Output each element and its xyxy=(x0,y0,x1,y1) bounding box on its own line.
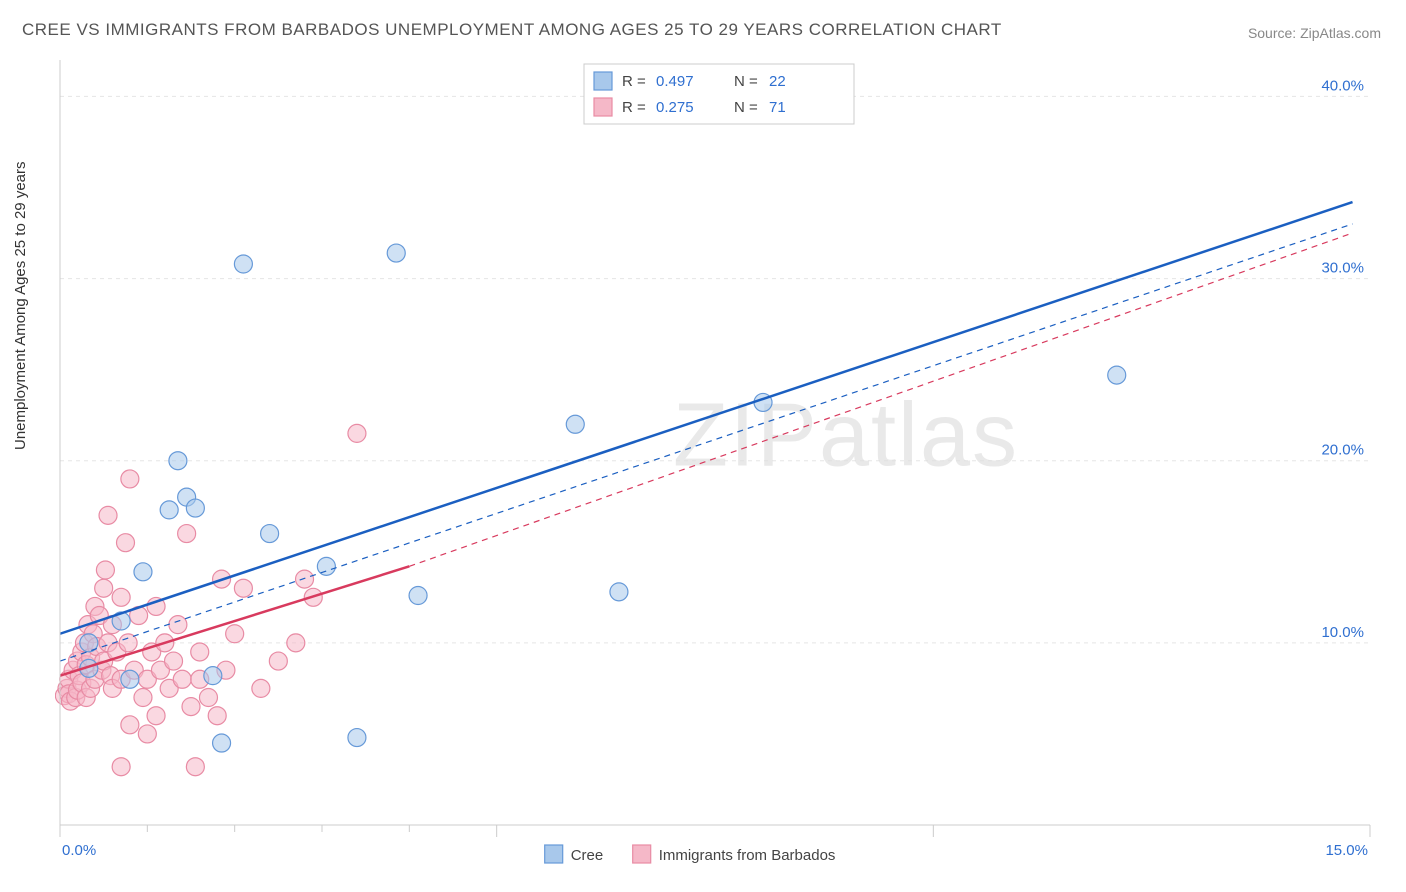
scatter-point xyxy=(169,616,187,634)
source-name[interactable]: ZipAtlas.com xyxy=(1300,25,1381,41)
scatter-point xyxy=(287,634,305,652)
scatter-point xyxy=(169,452,187,470)
scatter-point xyxy=(296,570,314,588)
scatter-point xyxy=(226,625,244,643)
scatter-point xyxy=(348,424,366,442)
scatter-point xyxy=(409,587,427,605)
source-label: Source: xyxy=(1248,25,1296,41)
x-tick-label: 15.0% xyxy=(1325,842,1368,859)
scatter-point xyxy=(121,670,139,688)
scatter-point xyxy=(261,525,279,543)
scatter-point xyxy=(138,725,156,743)
legend-r-label: R = xyxy=(622,73,646,90)
svg-text:ZIPatlas: ZIPatlas xyxy=(673,385,1019,485)
y-tick-label: 40.0% xyxy=(1321,77,1364,94)
y-tick-label: 30.0% xyxy=(1321,260,1364,277)
legend-n-label: N = xyxy=(734,73,758,90)
scatter-point xyxy=(1108,366,1126,384)
scatter-point xyxy=(178,525,196,543)
legend-swatch xyxy=(594,98,612,116)
scatter-point xyxy=(213,734,231,752)
scatter-point xyxy=(117,534,135,552)
scatter-point xyxy=(348,729,366,747)
y-axis-label: Unemployment Among Ages 25 to 29 years xyxy=(12,161,29,450)
scatter-point xyxy=(610,583,628,601)
scatter-point xyxy=(121,470,139,488)
scatter-point xyxy=(199,689,217,707)
scatter-point xyxy=(191,643,209,661)
source-attribution: Source: ZipAtlas.com xyxy=(1248,25,1381,41)
scatter-point xyxy=(208,707,226,725)
legend-swatch xyxy=(545,845,563,863)
scatter-point xyxy=(566,415,584,433)
scatter-point xyxy=(182,698,200,716)
scatter-point xyxy=(112,758,130,776)
scatter-point xyxy=(160,501,178,519)
y-tick-label: 10.0% xyxy=(1321,624,1364,641)
chart-svg: ZIPatlas 0.0% 15.0% 10.0% 20.0% 30.0% 40.0% R =… xyxy=(55,55,1385,865)
y-tick-label: 20.0% xyxy=(1321,442,1364,459)
legend-n-value: 22 xyxy=(769,73,786,90)
scatter-point xyxy=(99,506,117,524)
legend-n-value: 71 xyxy=(769,99,786,116)
chart-title: CREE VS IMMIGRANTS FROM BARBADOS UNEMPLO… xyxy=(22,20,1002,40)
legend-series-label: Immigrants from Barbados xyxy=(659,847,836,864)
legend-r-value: 0.275 xyxy=(656,99,694,116)
scatter-point xyxy=(186,758,204,776)
scatter-point xyxy=(112,588,130,606)
legend-swatch xyxy=(594,72,612,90)
legend-n-label: N = xyxy=(734,99,758,116)
legend-r-label: R = xyxy=(622,99,646,116)
plot-area: ZIPatlas 0.0% 15.0% 10.0% 20.0% 30.0% 40.0% R =… xyxy=(55,55,1385,865)
scatter-point xyxy=(204,667,222,685)
scatter-point xyxy=(269,652,287,670)
scatter-point xyxy=(252,679,270,697)
scatter-point xyxy=(317,557,335,575)
scatter-point xyxy=(134,563,152,581)
scatter-point xyxy=(387,244,405,262)
legend-swatch xyxy=(633,845,651,863)
page-root: CREE VS IMMIGRANTS FROM BARBADOS UNEMPLO… xyxy=(0,0,1406,892)
scatter-point xyxy=(234,579,252,597)
legend-r-value: 0.497 xyxy=(656,73,694,90)
scatter-point xyxy=(173,670,191,688)
scatter-point xyxy=(119,634,137,652)
scatter-point xyxy=(186,499,204,517)
scatter-point xyxy=(96,561,114,579)
scatter-point xyxy=(95,579,113,597)
legend-series-label: Cree xyxy=(571,847,604,864)
scatter-point xyxy=(165,652,183,670)
scatter-point xyxy=(134,689,152,707)
scatter-point xyxy=(121,716,139,734)
scatter-point xyxy=(147,707,165,725)
scatter-point xyxy=(234,255,252,273)
x-tick-label: 0.0% xyxy=(62,842,96,859)
